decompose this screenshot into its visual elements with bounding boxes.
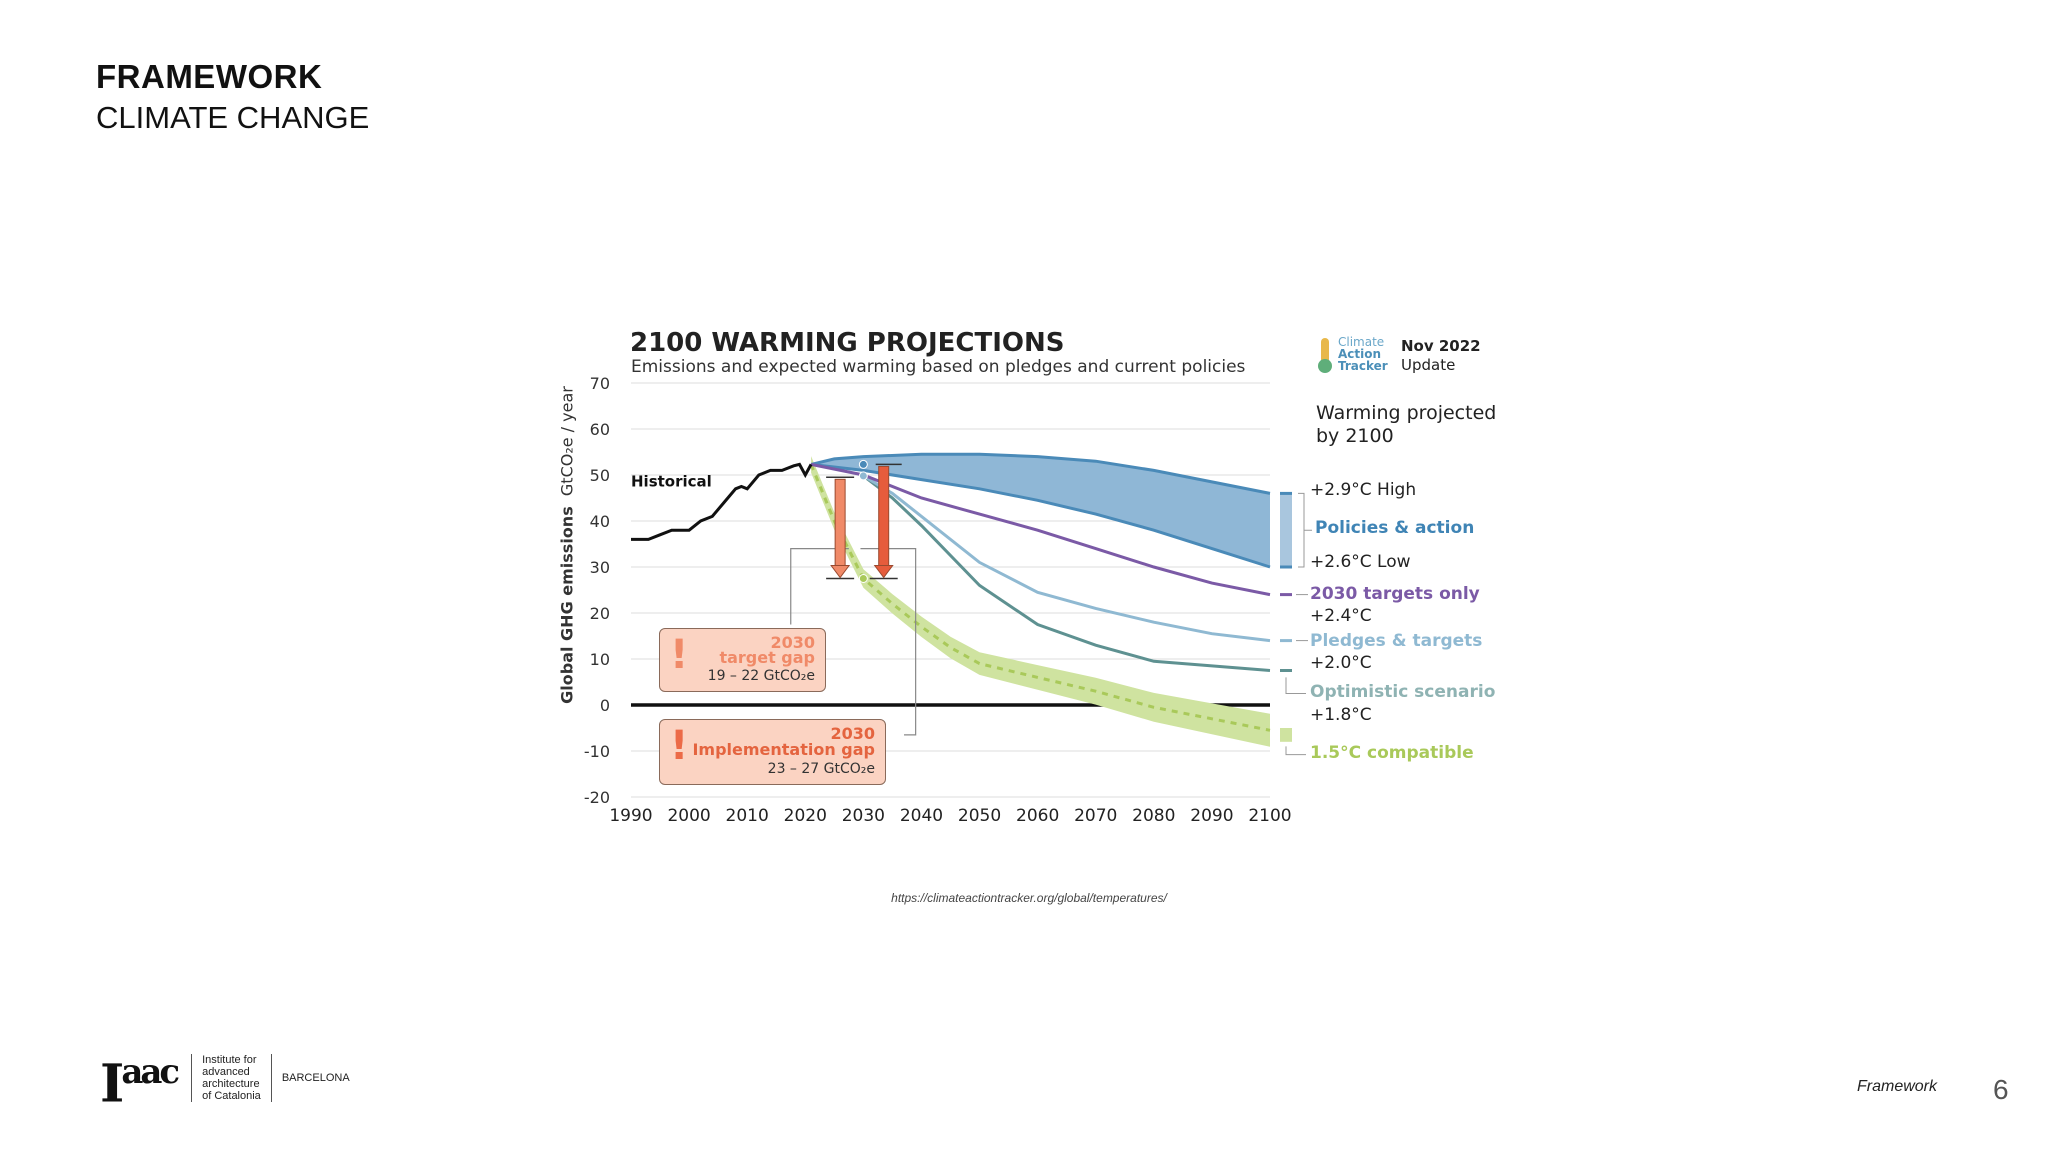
y-axis-label-unit: GtCO₂e / year xyxy=(557,386,577,497)
logo-word: Climate xyxy=(1338,335,1385,349)
legend-optimistic: Optimistic scenario xyxy=(1310,682,1496,702)
y-tick-label: 40 xyxy=(590,512,610,531)
y-tick-label: 0 xyxy=(600,696,610,715)
legend-low: +2.6°C Low xyxy=(1310,552,1411,572)
gap-arrow-shaft xyxy=(834,478,846,567)
legend-heading: Warming projected by 2100 xyxy=(1316,402,1496,448)
x-tick-label: 2020 xyxy=(784,806,827,826)
y-tick-label: 20 xyxy=(590,604,610,623)
divider xyxy=(191,1054,193,1103)
target-gap-connector xyxy=(790,548,849,625)
compatible-line xyxy=(809,463,1271,732)
thermometer-icon xyxy=(1321,338,1329,364)
legend-policies: Policies & action xyxy=(1315,518,1475,538)
iaac-logo: Iaac Institute for advanced architecture… xyxy=(100,1046,350,1110)
gap-arrow-head xyxy=(830,565,851,579)
legend-pledges: Pledges & targets xyxy=(1310,631,1483,651)
divider xyxy=(270,1054,272,1103)
institute-line: advanced xyxy=(202,1066,250,1079)
gap-arrow-shaft xyxy=(878,465,890,568)
legend-2030-targets-temp: +2.4°C xyxy=(1310,606,1372,626)
implementation-gap-box: ! 2030 Implementation gap 23 – 27 GtCO₂e xyxy=(659,719,886,785)
slide-title: FRAMEWORK xyxy=(96,58,323,95)
compatible-marker xyxy=(858,574,868,583)
pledges-line xyxy=(862,474,1271,643)
legend-compatible: 1.5°C compatible xyxy=(1310,743,1474,763)
legend-high: +2.9°C High xyxy=(1310,480,1417,500)
legend-leader xyxy=(1285,677,1306,756)
implementation-gap-value: 23 – 27 GtCO₂e xyxy=(767,761,875,777)
chart-subtitle: Emissions and expected warming based on … xyxy=(631,357,1246,377)
legend-2030-targets: 2030 targets only xyxy=(1310,584,1480,604)
logo-word: Action xyxy=(1338,347,1382,361)
update-label: Update xyxy=(1401,356,1456,374)
y-tick-label: -20 xyxy=(584,788,610,807)
y-tick-label: 50 xyxy=(590,466,610,485)
legend-optimistic-temp: +1.8°C xyxy=(1310,705,1372,725)
y-axis-label-main: Global GHG emissions xyxy=(557,506,577,704)
x-tick-label: 2070 xyxy=(1074,806,1117,826)
historical-line xyxy=(631,462,813,541)
compatible-range-bar xyxy=(1280,728,1292,742)
legend-pledges-temp: +2.0°C xyxy=(1310,653,1372,673)
policies-band xyxy=(811,454,1270,567)
x-tick-label: 2090 xyxy=(1190,806,1233,826)
y-tick-label: 10 xyxy=(590,650,610,669)
y-tick-label: 70 xyxy=(590,374,610,393)
x-tick-label: 2010 xyxy=(726,806,769,826)
iaac-wordmark: Iaac xyxy=(100,1052,180,1115)
update-badge: Nov 2022 Update xyxy=(1401,337,1481,375)
compatible-band xyxy=(811,456,1270,747)
exclamation-icon: ! xyxy=(670,632,689,678)
x-tick-label: 2030 xyxy=(842,806,885,826)
x-tick-label: 2050 xyxy=(958,806,1001,826)
institute-line: of Catalonia xyxy=(202,1090,261,1103)
x-tick-label: 1990 xyxy=(609,806,652,826)
footer-section: Framework xyxy=(1857,1078,1938,1095)
slide-subtitle: CLIMATE CHANGE xyxy=(96,100,370,135)
gap-arrow-head xyxy=(873,565,894,579)
policies-high-line xyxy=(810,452,1271,495)
target-gap-box: ! 2030 target gap 19 – 22 GtCO₂e xyxy=(659,628,826,692)
historical-label: Historical xyxy=(631,473,712,491)
x-tick-label: 2000 xyxy=(667,806,710,826)
update-date: Nov 2022 xyxy=(1401,337,1481,355)
implementation-gap-year: 2030 xyxy=(830,724,875,743)
chart-title: 2100 WARMING PROJECTIONS xyxy=(630,328,1065,358)
x-tick-label: 2040 xyxy=(900,806,943,826)
y-tick-label: 30 xyxy=(590,558,610,577)
legend-heading-line: Warming projected xyxy=(1316,402,1497,424)
climate-action-tracker-logo: Climate Action Tracker xyxy=(1338,336,1388,372)
institute-line: Institute for xyxy=(202,1054,257,1067)
institute-line: architecture xyxy=(202,1078,260,1091)
exclamation-icon: ! xyxy=(670,723,689,769)
optimistic-line xyxy=(862,474,1271,672)
x-tick-label: 2100 xyxy=(1248,806,1291,826)
policies-bracket xyxy=(1298,492,1312,568)
legend-heading-line: by 2100 xyxy=(1316,425,1394,447)
source-link[interactable]: https://climateactiontracker.org/global/… xyxy=(891,891,1167,905)
target-gap-value: 19 – 22 GtCO₂e xyxy=(707,668,815,684)
policies-marker xyxy=(858,459,868,469)
logo-word: Tracker xyxy=(1338,359,1388,373)
thermometer-bulb-icon xyxy=(1318,359,1332,373)
y-tick-label: 60 xyxy=(590,420,610,439)
y-axis-label: Global GHG emissions GtCO₂e / year xyxy=(558,386,577,704)
x-tick-label: 2060 xyxy=(1016,806,1059,826)
pledges-marker xyxy=(858,471,868,481)
policies-range-bar xyxy=(1280,493,1292,567)
target-gap-label: target gap xyxy=(719,648,815,667)
implementation-gap-label: Implementation gap xyxy=(692,740,875,759)
institute-name: Institute for advanced architecture of C… xyxy=(202,1054,261,1102)
x-tick-label: 2080 xyxy=(1132,806,1175,826)
y-tick-label: -10 xyxy=(584,742,610,761)
target-gap-year: 2030 xyxy=(770,633,815,652)
city: BARCELONA xyxy=(281,1072,350,1085)
page-number: 6 xyxy=(1993,1074,2009,1105)
